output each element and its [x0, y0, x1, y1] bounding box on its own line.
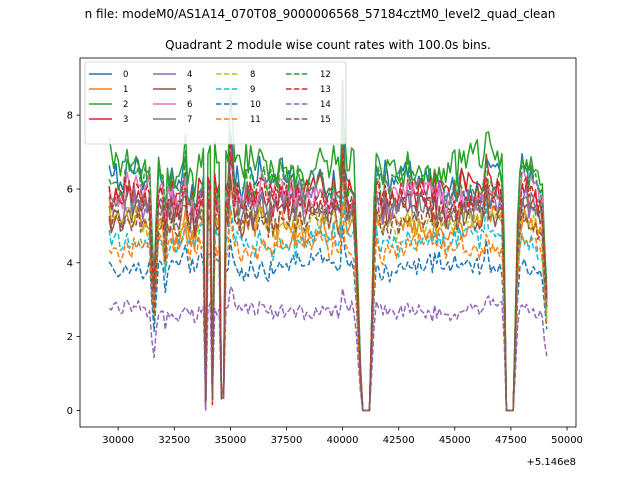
series-line-module-11 [108, 203, 548, 412]
series-line-module-10 [108, 225, 548, 412]
y-tick-label: 8 [67, 111, 73, 122]
legend-label-12: 12 [320, 70, 331, 80]
series-line-module-2 [108, 93, 548, 412]
x-axis: 30000 32500 35000 37500 40000 42500 45000 47500… [102, 427, 583, 446]
x-tick-label: 42500 [383, 435, 415, 446]
x-tick-label: 47500 [495, 435, 527, 446]
y-tick-label: 0 [67, 406, 73, 417]
series-line-module-15 [108, 166, 548, 412]
series-line-module-13 [108, 147, 548, 412]
legend-label-14: 14 [320, 100, 331, 110]
series-line-module-8 [108, 169, 548, 412]
legend-label-11: 11 [250, 115, 261, 125]
y-tick-label: 6 [67, 184, 73, 195]
legend-label-1: 1 [123, 85, 128, 95]
y-tick-label: 4 [67, 258, 73, 269]
series-line-module-12 [108, 129, 548, 412]
x-tick-label: 35000 [214, 435, 246, 446]
legend-label-10: 10 [250, 100, 261, 110]
x-tick-label: 50000 [551, 435, 583, 446]
legend-label-0: 0 [123, 70, 128, 80]
series-line-module-14 [108, 285, 548, 412]
legend-label-8: 8 [250, 70, 255, 80]
legend-label-5: 5 [187, 85, 192, 95]
plot-frame [79, 57, 577, 428]
x-tick-label: 45000 [439, 435, 471, 446]
series-line-module-3 [108, 139, 548, 412]
series-layer [108, 79, 548, 412]
chart-title: Quadrant 2 module wise count rates with … [165, 38, 491, 52]
x-tick-label: 32500 [158, 435, 190, 446]
x-offset-text: +5.146e8 [526, 457, 576, 468]
legend-label-9: 9 [250, 85, 255, 95]
y-axis: 0 2 4 6 8 [67, 111, 80, 417]
legend-label-3: 3 [123, 115, 128, 125]
legend-label-2: 2 [123, 100, 128, 110]
y-tick-label: 2 [67, 332, 73, 343]
x-tick-label: 37500 [271, 435, 303, 446]
figure-suptitle: n file: modeM0/AS1A14_070T08_9000006568_… [85, 7, 556, 21]
legend-label-7: 7 [187, 115, 192, 125]
legend-label-15: 15 [320, 115, 331, 125]
x-tick-label: 30000 [102, 435, 134, 446]
x-tick-label: 40000 [327, 435, 359, 446]
legend-label-13: 13 [320, 85, 331, 95]
legend-frame [84, 61, 347, 145]
legend-label-4: 4 [187, 70, 192, 80]
legend-label-6: 6 [187, 100, 192, 110]
